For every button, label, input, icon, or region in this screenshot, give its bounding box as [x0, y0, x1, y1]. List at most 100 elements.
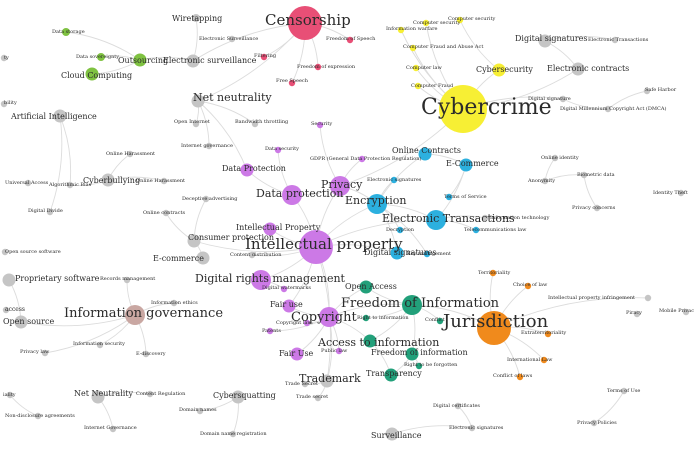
node-records-management[interactable] [123, 276, 131, 284]
node-online-harassment-2[interactable] [160, 177, 168, 185]
node-open-source[interactable] [14, 315, 28, 329]
node-access[interactable] [2, 306, 10, 314]
node-mobile-privacy[interactable] [682, 308, 690, 316]
node-content-regulation[interactable] [146, 390, 154, 398]
node-identity-theft[interactable] [677, 189, 685, 197]
node-ip-infringement[interactable] [644, 294, 652, 302]
node-transparency[interactable] [384, 368, 398, 382]
node-filtering[interactable] [260, 53, 268, 61]
node-terms-of-service[interactable] [445, 193, 453, 201]
node-extraterritoriality[interactable] [544, 330, 552, 338]
node-data-storage[interactable] [62, 28, 70, 36]
node-patents[interactable] [266, 327, 274, 335]
node-biometric-data[interactable] [580, 171, 588, 179]
node-electronic-transactions-small[interactable] [611, 36, 619, 44]
node-consumer-protection[interactable] [187, 234, 201, 248]
node-public-law[interactable] [335, 347, 343, 355]
node-conflict-of-laws[interactable] [516, 373, 524, 381]
node-internet-governance-2[interactable] [109, 425, 117, 433]
node-data-sovereignty[interactable] [97, 53, 105, 61]
node-electronic-contracts[interactable] [571, 62, 585, 76]
node-online-harassment[interactable] [126, 150, 134, 158]
node-data-security[interactable] [274, 146, 282, 154]
node-universal-access[interactable] [24, 179, 32, 187]
node-digital-watermarks[interactable] [280, 285, 288, 293]
node-choice-of-law[interactable] [524, 282, 532, 290]
node-fair-use[interactable] [282, 299, 296, 313]
node-e-commerce-cyan[interactable] [459, 158, 473, 172]
node-computer-security[interactable] [422, 19, 430, 27]
node-information-ethics[interactable] [170, 299, 178, 307]
node-deceptive-advertising[interactable] [202, 195, 210, 203]
node-e-discovery[interactable] [142, 350, 150, 358]
node-net-neutrality[interactable] [191, 94, 205, 108]
node-trade-secret[interactable] [301, 380, 309, 388]
node-territoriality[interactable] [489, 269, 497, 277]
node-cybersecurity[interactable] [492, 63, 506, 77]
node-digital-signatures-cyan[interactable] [390, 246, 404, 260]
node-safe-harbor[interactable] [643, 87, 651, 95]
node-bandwidth-throttling[interactable] [251, 120, 259, 128]
node-electronic-signatures[interactable] [390, 176, 398, 184]
node-terms-of-use[interactable] [620, 387, 628, 395]
node-trade-secret-2[interactable] [314, 394, 322, 402]
node-electronic-signatures-2[interactable] [468, 424, 476, 432]
node-right-to-information[interactable] [362, 314, 370, 322]
node-free-speech[interactable] [288, 79, 296, 87]
node-wiretapping[interactable] [192, 14, 200, 22]
node-online-contracts-gray[interactable] [162, 209, 170, 217]
node-electronic-surveillance[interactable] [186, 54, 200, 68]
node-computer-fraud[interactable] [414, 82, 422, 90]
node-encryption[interactable] [367, 194, 387, 214]
node-cybersquatting[interactable] [231, 390, 245, 404]
node-anonymity[interactable] [541, 177, 549, 185]
node-intellectual-property[interactable] [299, 230, 333, 264]
node-intellectual-property-small[interactable] [263, 222, 277, 236]
node-freedom-of-expression[interactable] [314, 63, 322, 71]
node-gdpr[interactable] [358, 155, 366, 163]
node-freedom-of-information[interactable] [402, 295, 422, 315]
node-international-law[interactable] [540, 356, 548, 364]
node-digital-divide[interactable] [46, 208, 54, 216]
node-bility[interactable] [0, 100, 8, 108]
node-digital-signature[interactable] [559, 95, 567, 103]
node-conflict[interactable] [436, 317, 444, 325]
node-internet-governance[interactable] [205, 142, 213, 150]
node-trademark[interactable] [320, 374, 334, 388]
node-open-internet[interactable] [192, 120, 200, 128]
node-surveillance[interactable] [385, 427, 399, 441]
node-piracy[interactable] [633, 310, 641, 318]
node-non-disclosure[interactable] [34, 412, 42, 420]
node-fair-use-2[interactable] [290, 347, 304, 361]
node-privacy[interactable] [330, 176, 350, 196]
node-open-source-software[interactable] [1, 248, 9, 256]
node-freedom-of-speech[interactable] [346, 36, 354, 44]
node-content-distribution[interactable] [248, 251, 256, 259]
node-domain-name-registration[interactable] [229, 430, 237, 438]
node-artificial-intelligence[interactable] [53, 109, 67, 123]
node-open-access[interactable] [359, 280, 373, 294]
node-right-to-be-forgotten[interactable] [415, 362, 423, 370]
node-access-to-information[interactable] [363, 334, 377, 348]
node-algorithmic-bias[interactable] [66, 181, 74, 189]
node-computer-law[interactable] [412, 64, 420, 72]
node-drm[interactable] [251, 270, 271, 290]
node-cyberbullying[interactable] [101, 173, 115, 187]
node-domain-names[interactable] [196, 407, 204, 415]
node-data-protection[interactable] [282, 185, 302, 205]
node-online-identity[interactable] [551, 154, 559, 162]
node-copyright-law[interactable] [303, 319, 311, 327]
node-digital-signatures[interactable] [538, 34, 552, 48]
node-privacy-policies[interactable] [590, 419, 598, 427]
node-information-warfare[interactable] [397, 26, 405, 34]
node-censorship[interactable] [288, 6, 322, 40]
node-decryption[interactable] [396, 226, 404, 234]
node-telecommunications-law[interactable] [472, 226, 480, 234]
node-electronic-transactions[interactable] [426, 210, 446, 230]
node-freedom-of-information-2[interactable] [405, 347, 419, 361]
node-jurisdiction[interactable] [477, 311, 511, 345]
node-copyright[interactable] [319, 307, 339, 327]
node-information-technology[interactable] [481, 214, 489, 222]
node-cloud-computing[interactable] [85, 67, 99, 81]
node-computer-security-2[interactable] [456, 16, 464, 24]
